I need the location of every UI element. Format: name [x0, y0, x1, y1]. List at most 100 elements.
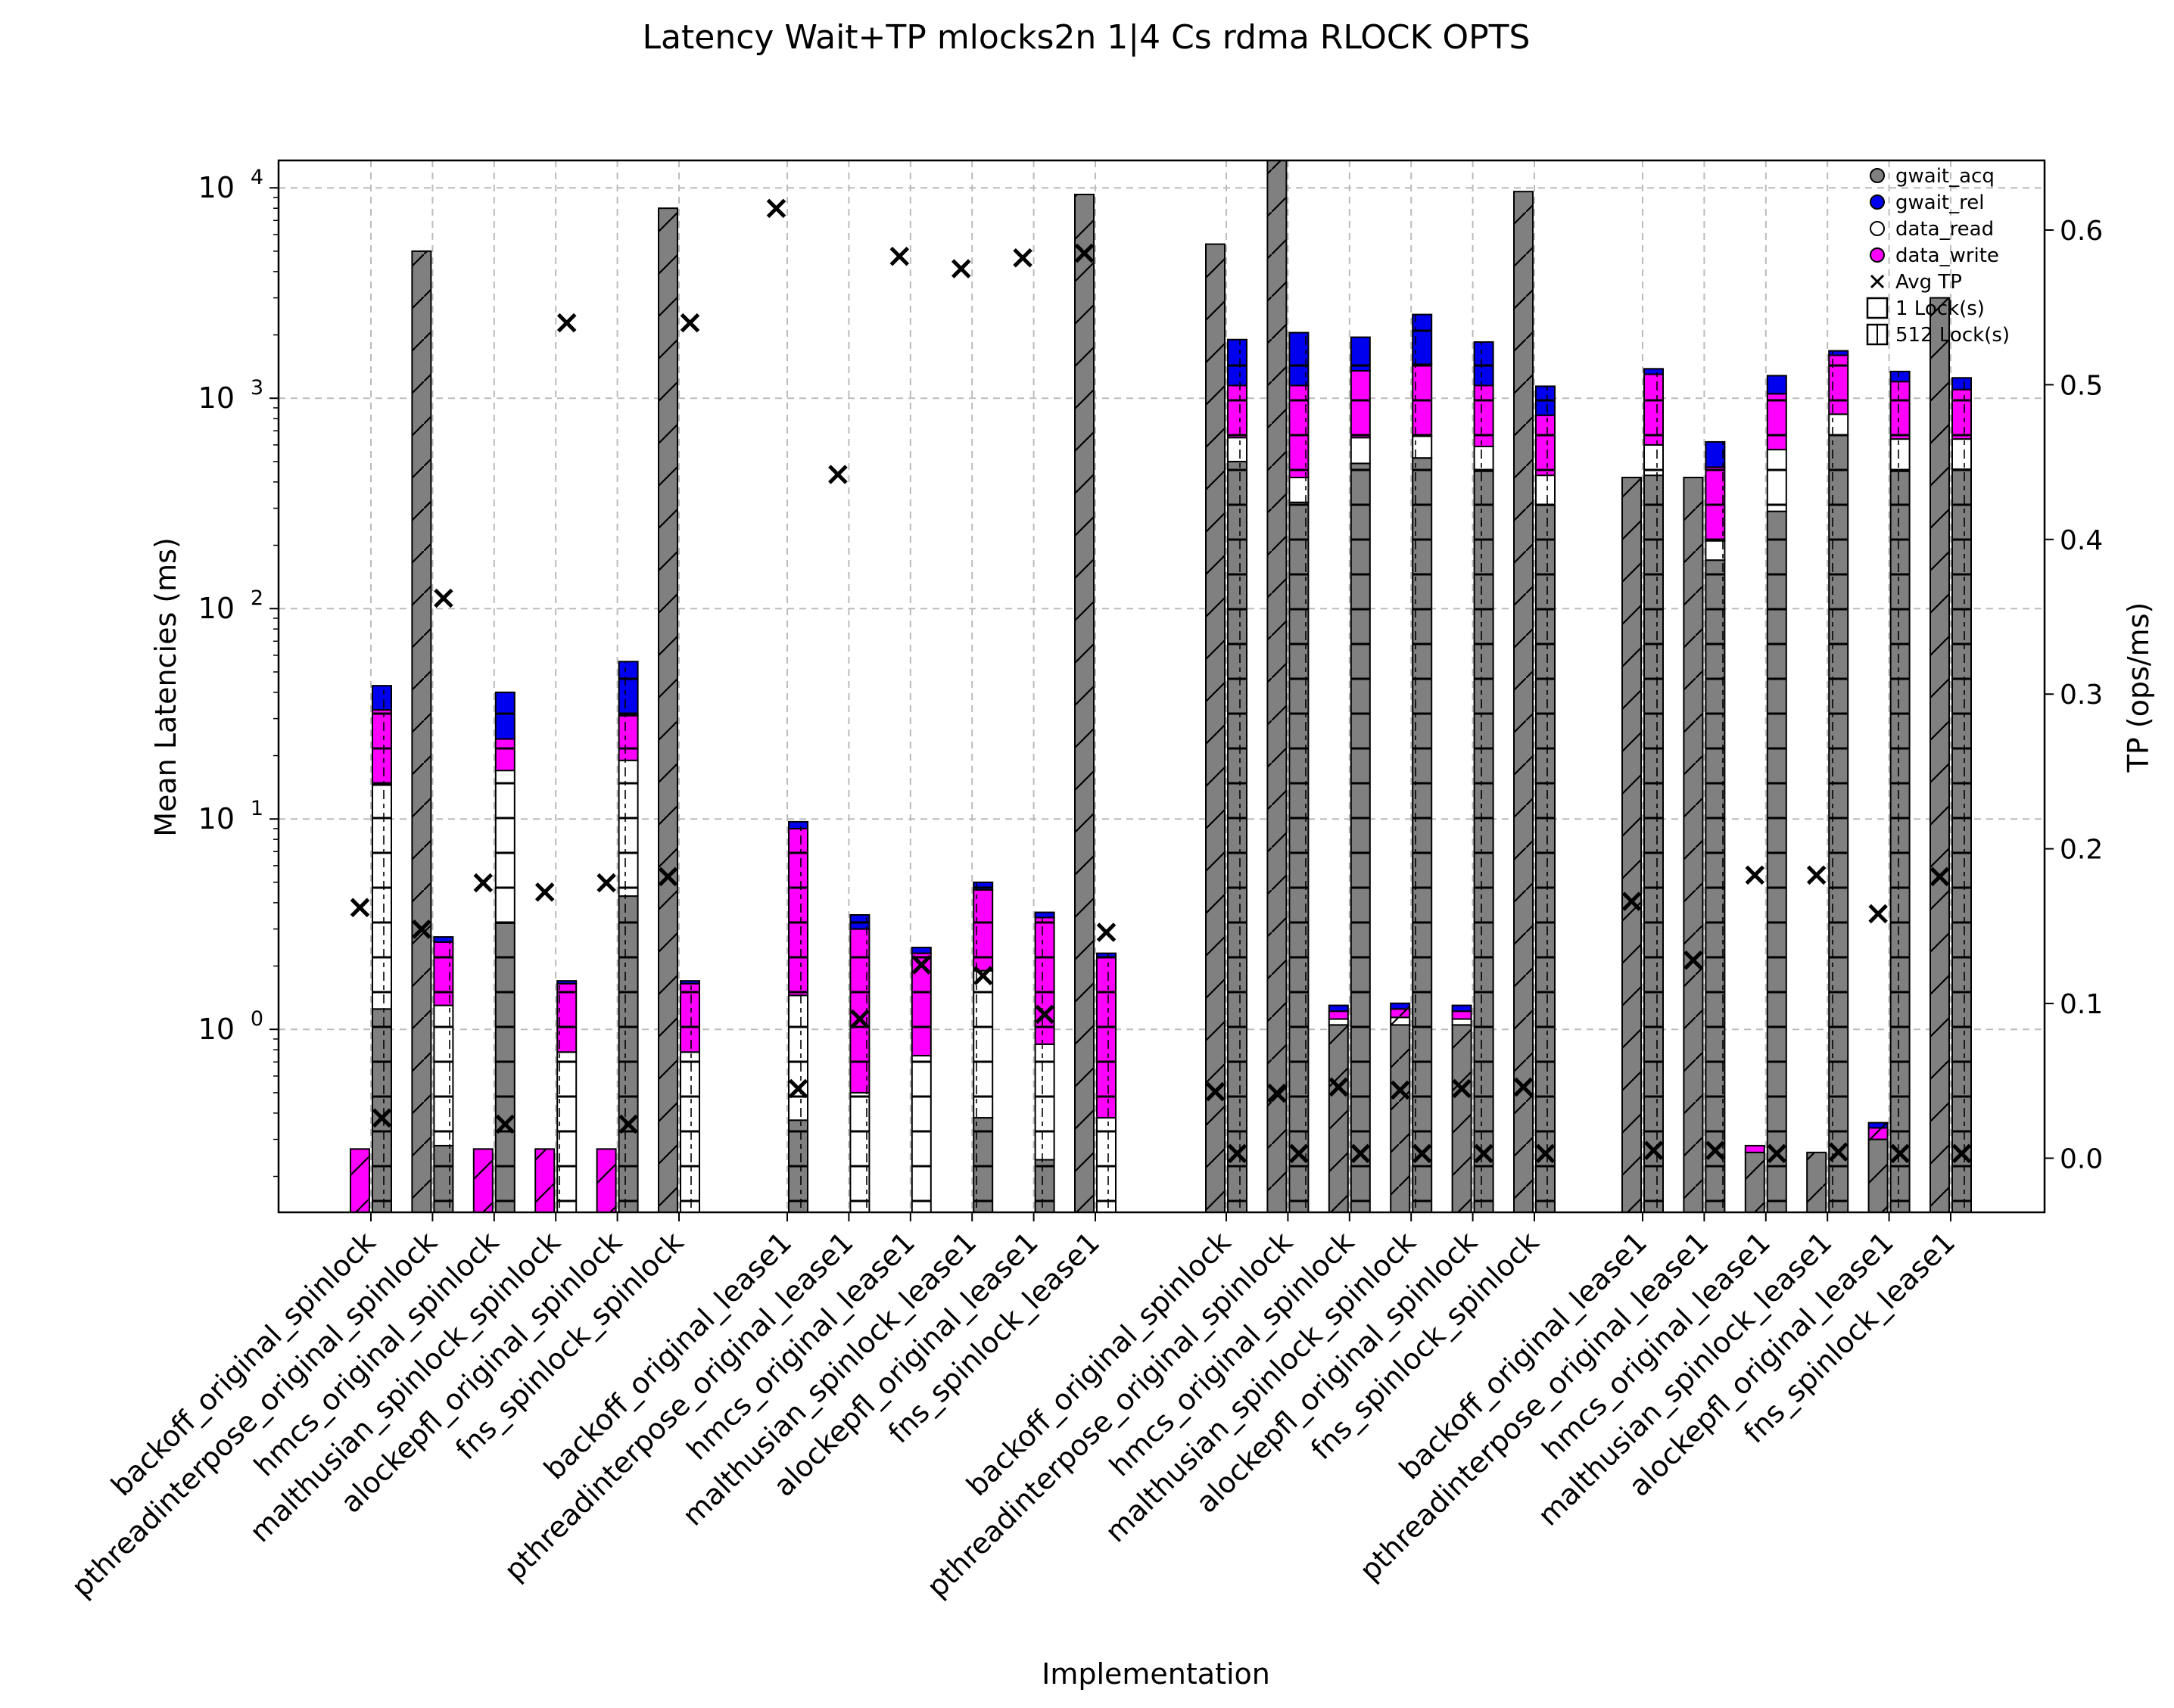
tp-marker: [1806, 865, 1827, 885]
tp-marker: [1890, 1143, 1910, 1164]
tp-marker: [1621, 891, 1642, 911]
legend-label: 1 Lock(s): [1895, 297, 1985, 320]
bar-hatch: [1829, 434, 1849, 1212]
bar-hatch: [1644, 374, 1663, 445]
bar-hatch: [434, 937, 453, 942]
bar-hatch: [495, 739, 515, 771]
y2-tick-label: 0.4: [2060, 525, 2103, 556]
plot-frame: [277, 159, 2046, 1214]
bar-stack: [1643, 368, 1664, 1212]
tp-marker: [1452, 1078, 1472, 1099]
bar-hatch: [911, 953, 931, 1056]
bar-hatch: [1829, 350, 1849, 356]
bar-stack: [973, 881, 994, 1212]
bar-hatch: [1513, 191, 1534, 1212]
bar-stack: [556, 980, 578, 1212]
bar-hatch: [1744, 1144, 1765, 1153]
bar-hatch: [1451, 1004, 1472, 1013]
tp-marker: [372, 1108, 392, 1128]
tp-marker: [788, 1078, 808, 1099]
legend-swatch: [1866, 297, 1889, 319]
bar-hatch: [1536, 386, 1555, 415]
bar-hatch: [1890, 439, 1910, 471]
tp-marker: [495, 1114, 515, 1134]
bar-hatch: [1205, 243, 1226, 1212]
bar-stack: [1205, 243, 1226, 1212]
tp-marker: [596, 873, 616, 893]
tp-marker: [350, 898, 370, 918]
bar-hatch: [472, 1148, 494, 1212]
tp-marker: [1035, 1004, 1054, 1025]
bar-hatch: [1289, 385, 1309, 478]
bar-hatch: [1328, 1018, 1349, 1026]
bar-hatch: [1644, 369, 1663, 375]
y-tick-label: 0: [251, 1007, 263, 1031]
bar-hatch: [789, 821, 808, 829]
tp-marker: [1683, 950, 1703, 970]
bar-hatch: [1451, 1024, 1472, 1212]
bars: [350, 160, 1972, 1212]
bar-hatch: [658, 207, 678, 1212]
bar-stack: [1744, 1144, 1765, 1212]
bar-hatch: [1451, 1010, 1472, 1020]
bar-hatch: [1328, 1024, 1349, 1212]
y-tick-label: 10: [198, 592, 235, 625]
bar-hatch: [1412, 314, 1432, 365]
bar-hatch: [1930, 297, 1950, 1212]
tp-markers: [350, 198, 1972, 1164]
bar-stack: [1951, 377, 1972, 1212]
tp-marker: [1767, 1143, 1787, 1164]
bar-hatch: [1266, 160, 1288, 1212]
bar-stack: [658, 207, 678, 1212]
tp-marker: [1289, 1143, 1309, 1164]
bar-stack: [1705, 440, 1726, 1212]
legend: gwait_acq gwait_rel data_read data_write Avg…: [1866, 165, 2010, 347]
bar-hatch: [1228, 385, 1247, 438]
bar-stack: [1328, 1004, 1349, 1212]
tp-marker: [828, 465, 848, 484]
bar-hatch: [1228, 339, 1247, 386]
bar-hatch: [1350, 463, 1370, 1212]
tp-marker: [1205, 1081, 1226, 1102]
bar-hatch: [1536, 505, 1555, 1212]
bar-hatch: [1767, 450, 1786, 512]
tp-marker: [1828, 1142, 1849, 1162]
y-tick-label: 10: [198, 171, 235, 204]
bar-hatch: [1328, 1004, 1349, 1013]
bar-hatch: [618, 760, 638, 897]
tp-marker: [473, 873, 494, 893]
bar-hatch: [1412, 458, 1432, 1212]
bar-hatch: [557, 1052, 577, 1212]
tp-marker: [850, 1009, 870, 1029]
bar-stack: [911, 947, 932, 1212]
bar-stack: [1473, 341, 1494, 1212]
bar-hatch: [534, 1148, 556, 1212]
bar-hatch: [1390, 1016, 1411, 1026]
tp-marker: [1390, 1080, 1410, 1100]
bar-hatch: [1867, 1127, 1889, 1140]
bar-hatch: [1412, 436, 1432, 459]
legend-item: data_read: [1870, 218, 1994, 241]
bar-hatch: [1035, 917, 1054, 1044]
bar-hatch: [1705, 441, 1725, 468]
bar-hatch: [1228, 437, 1247, 462]
legend-item: 1 Lock(s): [1866, 297, 1985, 320]
y2-tick-label: 0.3: [2060, 680, 2103, 711]
bar-hatch: [1451, 1018, 1472, 1026]
tp-marker: [1474, 1143, 1493, 1164]
y-tick-label: 2: [251, 586, 263, 610]
bar-hatch: [434, 1145, 453, 1212]
bar-hatch: [911, 1055, 931, 1212]
y-tick-label: 3: [251, 376, 263, 400]
tp-marker: [1267, 1083, 1287, 1103]
bar-stack: [1390, 1002, 1411, 1212]
bar-stack: [596, 1148, 617, 1212]
bar-hatch: [681, 983, 699, 1053]
bar-stack: [1034, 911, 1055, 1212]
tp-marker: [534, 882, 555, 902]
bar-hatch: [1474, 341, 1493, 386]
bar-hatch: [1705, 467, 1725, 541]
y2-axis-label: TP (ops/ms): [2122, 602, 2155, 773]
bar-hatch: [1228, 461, 1247, 1212]
